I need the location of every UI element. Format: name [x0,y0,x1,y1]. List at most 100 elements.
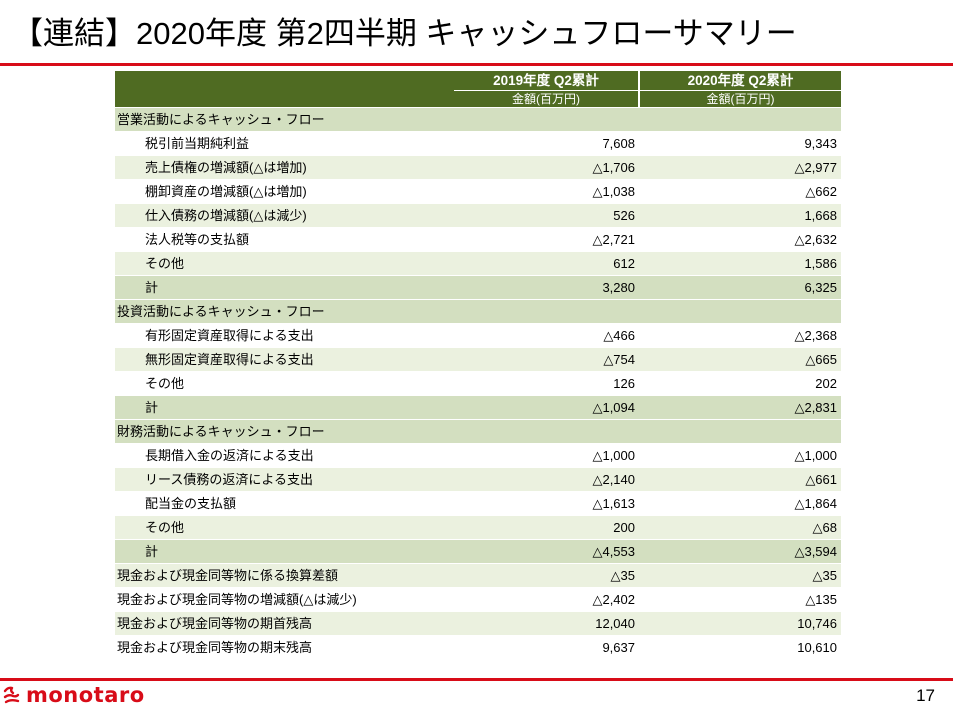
value-2020: △135 [639,587,841,612]
subtotal-row: 計 △1,094 △2,831 [115,395,841,420]
value-2020: △661 [639,467,841,492]
value-2019: 612 [454,251,639,276]
total-row: 現金および現金同等物の期末残高 9,637 10,610 [115,635,841,660]
row-label: 投資活動によるキャッシュ・フロー [115,299,454,324]
unit-2019: 金額(百万円) [454,90,639,108]
value-2019: 526 [454,203,639,228]
value-2020: △2,368 [639,323,841,348]
row-label: 有形固定資産取得による支出 [115,323,454,348]
row-label: 財務活動によるキャッシュ・フロー [115,419,454,444]
logo-text: monotaro [26,683,145,707]
value-2019: △4,553 [454,539,639,564]
value-2020: △68 [639,515,841,540]
row-label: 無形固定資産取得による支出 [115,347,454,372]
value-2020: △2,632 [639,227,841,252]
section-row: 財務活動によるキャッシュ・フロー [115,419,841,444]
value-2019: △2,721 [454,227,639,252]
value-2020: △662 [639,179,841,204]
page-title: 【連結】2020年度 第2四半期 キャッシュフローサマリー [12,16,797,51]
value-2020: △3,594 [639,539,841,564]
value-2020: △35 [639,563,841,588]
value-2020: 202 [639,371,841,396]
row-label: 営業活動によるキャッシュ・フロー [115,107,454,132]
value-2020: △665 [639,347,841,372]
total-row: 現金および現金同等物の期首残高 12,040 10,746 [115,611,841,636]
row-label: 現金および現金同等物に係る換算差額 [115,563,454,588]
value-2019: △35 [454,563,639,588]
value-2019: 200 [454,515,639,540]
row-label: 計 [115,275,454,300]
row-label: 税引前当期純利益 [115,131,454,156]
value-2020: △1,000 [639,443,841,468]
monotaro-logo: monotaro [2,683,145,707]
table-row: 配当金の支払額 △1,613 △1,864 [115,491,841,516]
table-row: 仕入債務の増減額(△は減少) 526 1,668 [115,203,841,228]
section-row: 営業活動によるキャッシュ・フロー [115,107,841,132]
table-row: 長期借入金の返済による支出 △1,000 △1,000 [115,443,841,468]
row-label: 法人税等の支払額 [115,227,454,252]
row-label: 現金および現金同等物の期末残高 [115,635,454,660]
table-row: リース債務の返済による支出 △2,140 △661 [115,467,841,492]
value-2020: △2,977 [639,155,841,180]
row-label: 長期借入金の返済による支出 [115,443,454,468]
value-2019: 12,040 [454,611,639,636]
footer-divider [0,678,953,681]
value-2019: 3,280 [454,275,639,300]
value-2019: △754 [454,347,639,372]
row-label: 現金および現金同等物の期首残高 [115,611,454,636]
value-2020: 1,668 [639,203,841,228]
value-2019: △1,613 [454,491,639,516]
header-2020: 2020年度 Q2累計 [638,71,841,91]
row-label: その他 [115,251,454,276]
value-2020 [639,419,841,444]
table-row: 売上債権の増減額(△は増加) △1,706 △2,977 [115,155,841,180]
value-2020: △1,864 [639,491,841,516]
title-divider [0,63,953,66]
row-label: 計 [115,395,454,420]
header-corner [115,71,454,108]
value-2019: △1,706 [454,155,639,180]
subtotal-row: 計 3,280 6,325 [115,275,841,300]
value-2019: △2,140 [454,467,639,492]
row-label: リース債務の返済による支出 [115,467,454,492]
table-row: その他 126 202 [115,371,841,396]
value-2020 [639,299,841,324]
value-2019 [454,299,639,324]
total-row: 現金および現金同等物の増減額(△は減少) △2,402 △135 [115,587,841,612]
row-label: 現金および現金同等物の増減額(△は減少) [115,587,454,612]
row-label: 仕入債務の増減額(△は減少) [115,203,454,228]
value-2019: △1,038 [454,179,639,204]
table-row: その他 612 1,586 [115,251,841,276]
row-label: 計 [115,539,454,564]
table-row: 法人税等の支払額 △2,721 △2,632 [115,227,841,252]
table-row: 棚卸資産の増減額(△は増加) △1,038 △662 [115,179,841,204]
value-2020: 1,586 [639,251,841,276]
value-2019: 9,637 [454,635,639,660]
value-2020: △2,831 [639,395,841,420]
page-number: 17 [916,686,935,705]
value-2020 [639,107,841,132]
row-label: 売上債権の増減額(△は増加) [115,155,454,180]
value-2019: △466 [454,323,639,348]
value-2020: 6,325 [639,275,841,300]
table-body: 営業活動によるキャッシュ・フロー 税引前当期純利益 7,608 9,343 売上債権の増… [115,107,841,660]
row-label: その他 [115,371,454,396]
total-row: 現金および現金同等物に係る換算差額 △35 △35 [115,563,841,588]
row-label: その他 [115,515,454,540]
value-2019: 7,608 [454,131,639,156]
value-2019: △2,402 [454,587,639,612]
value-2020: 10,610 [639,635,841,660]
table-row: 無形固定資産取得による支出 △754 △665 [115,347,841,372]
value-2019 [454,107,639,132]
value-2020: 9,343 [639,131,841,156]
table-row: 有形固定資産取得による支出 △466 △2,368 [115,323,841,348]
table-row: 税引前当期純利益 7,608 9,343 [115,131,841,156]
value-2019: △1,094 [454,395,639,420]
monotaro-logo-mark-icon [3,686,20,704]
row-label: 配当金の支払額 [115,491,454,516]
table-row: その他 200 △68 [115,515,841,540]
unit-2020: 金額(百万円) [638,90,841,108]
header-2019: 2019年度 Q2累計 [454,71,639,91]
value-2020: 10,746 [639,611,841,636]
subtotal-row: 計 △4,553 △3,594 [115,539,841,564]
